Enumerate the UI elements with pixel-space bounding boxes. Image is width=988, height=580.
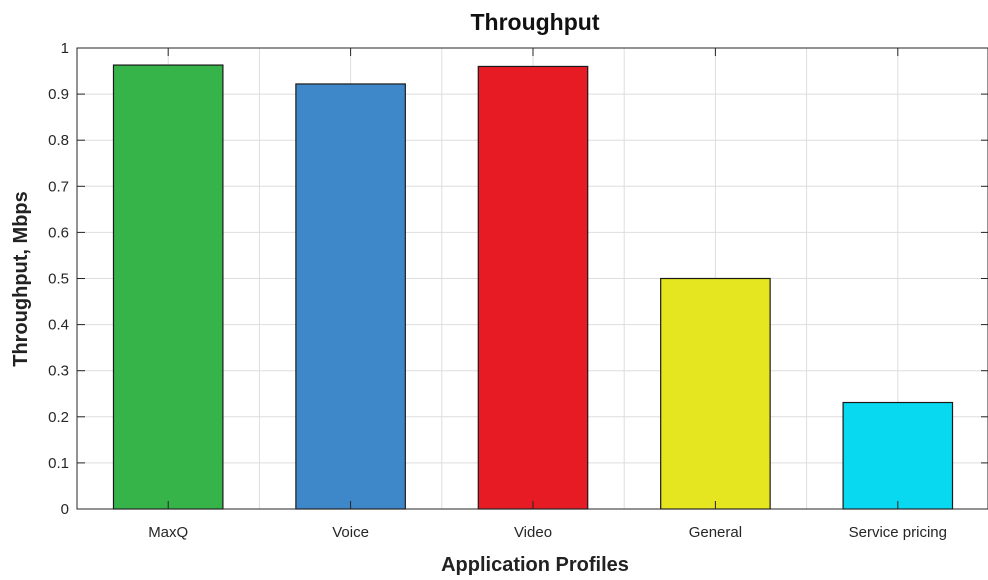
y-tick-label: 0.3: [48, 363, 69, 380]
y-tick-label: 0.1: [48, 455, 69, 472]
y-tick-label: 0.7: [48, 178, 69, 195]
y-tick-label: 0.6: [48, 224, 69, 241]
y-tick-label: 0.2: [48, 409, 69, 426]
y-tick-label: 0.9: [48, 86, 69, 103]
bar-video: [477, 65, 589, 510]
y-tick-label: 0.4: [48, 317, 69, 334]
chart-title: Throughput: [470, 9, 599, 35]
x-tick-label: Voice: [332, 524, 369, 541]
y-tick-label: 0: [61, 501, 69, 518]
x-tick-label: MaxQ: [148, 524, 188, 541]
y-tick-label: 0.5: [48, 271, 69, 288]
bar-voice: [295, 83, 406, 510]
x-tick-label: Video: [514, 524, 552, 541]
x-axis-label: Application Profiles: [441, 554, 629, 576]
bars: [112, 64, 954, 510]
y-tick-label: 0.8: [48, 132, 69, 149]
bar-maxq: [112, 64, 224, 510]
plot-border: [76, 47, 988, 510]
x-tick-labels: MaxQ Voice Video General Service pricing: [148, 524, 947, 541]
bar-general: [660, 277, 771, 510]
y-tick-labels: 0 0.1 0.2 0.3 0.4 0.5 0.6 0.7 0.8 0.9 1: [48, 40, 69, 518]
bar-service-pricing: [842, 401, 954, 510]
x-tick-label: Service pricing: [849, 524, 947, 541]
x-tick-label: General: [689, 524, 742, 541]
y-tick-label: 1: [61, 40, 69, 57]
y-axis-label: Throughput, Mbps: [10, 191, 32, 367]
